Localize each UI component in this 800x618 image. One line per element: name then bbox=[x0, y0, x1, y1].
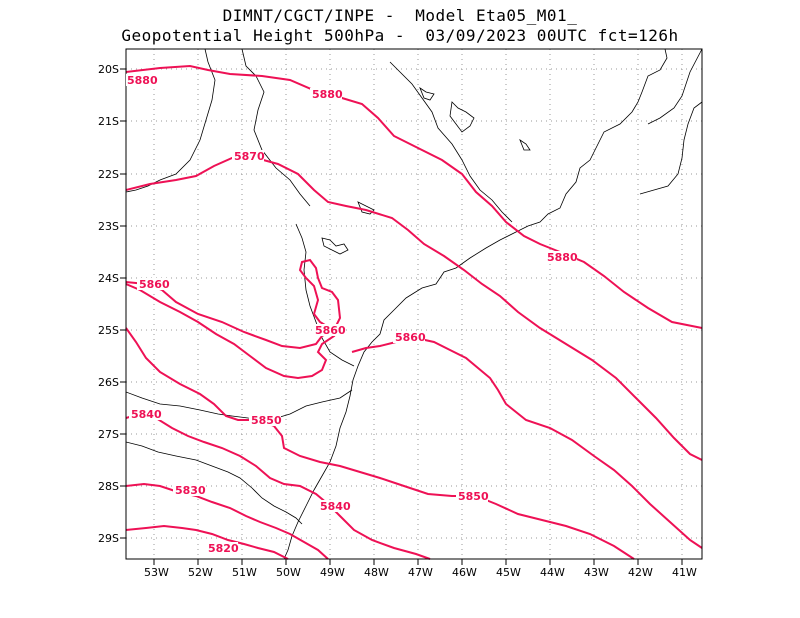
contour-label-5860-a: 5860 bbox=[139, 278, 170, 291]
lon-label-47w: 47W bbox=[408, 566, 433, 579]
lat-label-29s: 29S bbox=[98, 532, 119, 545]
contour-label-5880-c: 5880 bbox=[547, 251, 578, 264]
lat-label-24s: 24S bbox=[98, 272, 119, 285]
lat-label-22s: 22S bbox=[98, 168, 119, 181]
lon-label-51w: 51W bbox=[232, 566, 257, 579]
latitude-labels: 20S 21S 22S 23S 24S 25S 26S 27S 28S 29S bbox=[98, 63, 119, 545]
contour-label-5850-a: 5850 bbox=[251, 414, 282, 427]
lon-label-46w: 46W bbox=[452, 566, 477, 579]
lat-label-25s: 25S bbox=[98, 324, 119, 337]
contour-label-5840-a: 5840 bbox=[131, 408, 162, 421]
lon-label-41w: 41W bbox=[672, 566, 697, 579]
lat-lon-grid bbox=[126, 49, 702, 559]
contour-label-5880-b: 5880 bbox=[312, 88, 343, 101]
lat-label-28s: 28S bbox=[98, 480, 119, 493]
lon-label-52w: 52W bbox=[188, 566, 213, 579]
contour-label-5860-b: 5860 bbox=[315, 324, 346, 337]
contour-label-5880-a: 5880 bbox=[127, 74, 158, 87]
lat-label-23s: 23S bbox=[98, 220, 119, 233]
contour-label-5870: 5870 bbox=[234, 150, 265, 163]
contour-lines bbox=[125, 64, 703, 560]
contour-label-5820: 5820 bbox=[208, 542, 239, 555]
lat-label-27s: 27S bbox=[98, 428, 119, 441]
contour-label-5840-b: 5840 bbox=[320, 500, 351, 513]
coastline-and-borders bbox=[125, 48, 703, 560]
contour-label-5850-b: 5850 bbox=[458, 490, 489, 503]
lon-label-48w: 48W bbox=[364, 566, 389, 579]
contour-label-5830: 5830 bbox=[175, 484, 206, 497]
chart-title-line1: DIMNT/CGCT/INPE - Model Eta05_M01_ bbox=[222, 6, 578, 25]
axis-ticks bbox=[120, 68, 683, 565]
lon-label-43w: 43W bbox=[584, 566, 609, 579]
longitude-labels: 53W 52W 51W 50W 49W 48W 47W 46W 45W 44W … bbox=[144, 566, 697, 579]
lon-label-45w: 45W bbox=[496, 566, 521, 579]
lat-label-20s: 20S bbox=[98, 63, 119, 76]
lon-label-44w: 44W bbox=[540, 566, 565, 579]
contour-labels: 5880 5880 5880 5870 5860 5860 5860 5850 … bbox=[126, 74, 578, 555]
contour-label-5860-c: 5860 bbox=[395, 331, 426, 344]
lon-label-53w: 53W bbox=[144, 566, 169, 579]
lon-label-49w: 49W bbox=[320, 566, 345, 579]
chart-title-line2: Geopotential Height 500hPa - 03/09/2023 … bbox=[121, 26, 679, 45]
lon-label-42w: 42W bbox=[628, 566, 653, 579]
map-frame bbox=[125, 48, 703, 560]
lon-label-50w: 50W bbox=[276, 566, 301, 579]
lat-label-26s: 26S bbox=[98, 376, 119, 389]
lat-label-21s: 21S bbox=[98, 115, 119, 128]
